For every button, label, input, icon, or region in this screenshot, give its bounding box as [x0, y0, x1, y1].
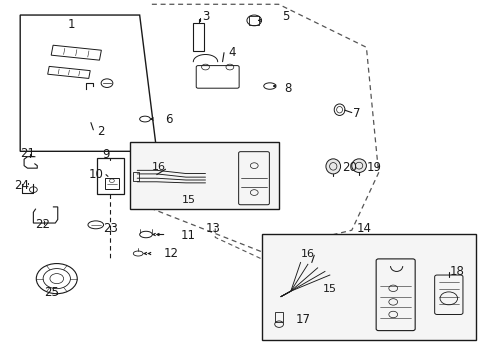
- Text: 10: 10: [89, 168, 103, 181]
- Text: 14: 14: [356, 222, 371, 235]
- Text: 16: 16: [300, 248, 314, 258]
- Text: 11: 11: [181, 229, 196, 242]
- Ellipse shape: [325, 159, 340, 174]
- Text: 23: 23: [103, 222, 118, 235]
- Text: 22: 22: [35, 218, 50, 231]
- Text: 19: 19: [366, 161, 381, 174]
- Text: 12: 12: [163, 247, 179, 260]
- Text: 16: 16: [152, 162, 166, 172]
- Bar: [275, 312, 283, 321]
- Text: 24: 24: [14, 179, 29, 192]
- Text: 8: 8: [284, 82, 291, 95]
- Text: 4: 4: [228, 46, 236, 59]
- Text: 9: 9: [102, 148, 109, 161]
- Bar: [249, 16, 259, 25]
- Text: 13: 13: [205, 222, 220, 235]
- Text: 15: 15: [322, 284, 336, 294]
- Text: 3: 3: [202, 10, 209, 23]
- Text: 21: 21: [20, 147, 35, 159]
- Text: 15: 15: [181, 195, 195, 205]
- Ellipse shape: [351, 159, 366, 172]
- Text: 1: 1: [67, 18, 75, 31]
- Bar: [97, 158, 123, 194]
- Text: 17: 17: [295, 313, 310, 327]
- Text: 25: 25: [44, 287, 59, 300]
- Bar: [130, 142, 278, 209]
- Text: 20: 20: [341, 161, 356, 174]
- Text: 6: 6: [165, 113, 172, 126]
- Text: 2: 2: [97, 125, 104, 138]
- Text: 18: 18: [448, 265, 463, 278]
- Text: 5: 5: [282, 10, 289, 23]
- Text: 7: 7: [352, 107, 360, 120]
- Bar: [133, 172, 139, 181]
- Bar: [261, 234, 475, 339]
- Bar: [193, 23, 203, 51]
